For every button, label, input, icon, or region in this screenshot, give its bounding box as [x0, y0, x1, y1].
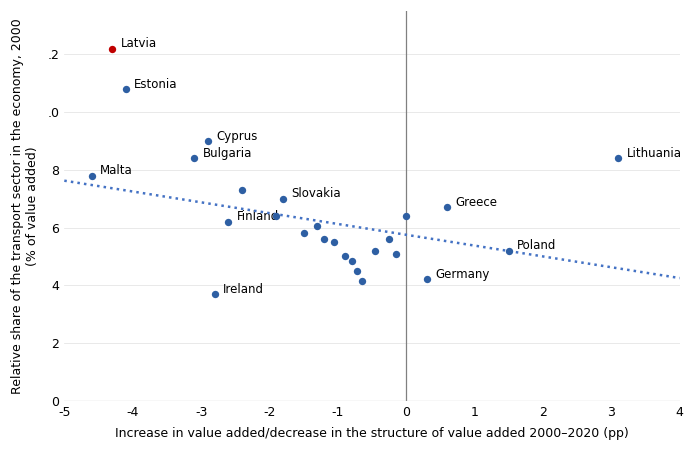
Point — [86, 172, 97, 179]
Text: Cyprus: Cyprus — [216, 129, 258, 143]
Point — [237, 186, 248, 193]
Point — [209, 290, 220, 298]
Point — [370, 247, 381, 254]
Point — [188, 155, 199, 162]
Text: Germany: Germany — [435, 268, 489, 281]
Point — [202, 138, 214, 145]
X-axis label: Increase in value added/decrease in the structure of value added 2000–2020 (pp): Increase in value added/decrease in the … — [116, 427, 629, 440]
Point — [106, 45, 118, 52]
Point — [277, 195, 288, 202]
Point — [339, 253, 350, 260]
Point — [329, 239, 340, 246]
Point — [421, 276, 433, 283]
Text: Ireland: Ireland — [223, 282, 264, 295]
Text: Bulgaria: Bulgaria — [202, 147, 252, 160]
Point — [442, 204, 453, 211]
Point — [120, 85, 132, 92]
Point — [312, 222, 323, 230]
Point — [298, 230, 309, 237]
Text: Malta: Malta — [100, 164, 133, 177]
Text: Latvia: Latvia — [120, 37, 157, 50]
Point — [351, 267, 363, 275]
Point — [400, 212, 412, 220]
Text: Lithuania: Lithuania — [626, 147, 682, 160]
Point — [356, 277, 368, 285]
Point — [503, 247, 514, 254]
Point — [223, 218, 234, 226]
Point — [271, 212, 282, 220]
Point — [346, 257, 357, 264]
Point — [318, 235, 330, 243]
Text: Slovakia: Slovakia — [291, 187, 341, 200]
Text: Estonia: Estonia — [134, 78, 178, 91]
Text: Finland: Finland — [237, 210, 279, 223]
Y-axis label: Relative share of the transport sector in the economy, 2000
(% of value added): Relative share of the transport sector i… — [11, 18, 39, 394]
Text: Poland: Poland — [517, 239, 556, 252]
Point — [391, 250, 402, 257]
Point — [612, 155, 624, 162]
Text: Greece: Greece — [456, 196, 498, 209]
Point — [384, 235, 395, 243]
